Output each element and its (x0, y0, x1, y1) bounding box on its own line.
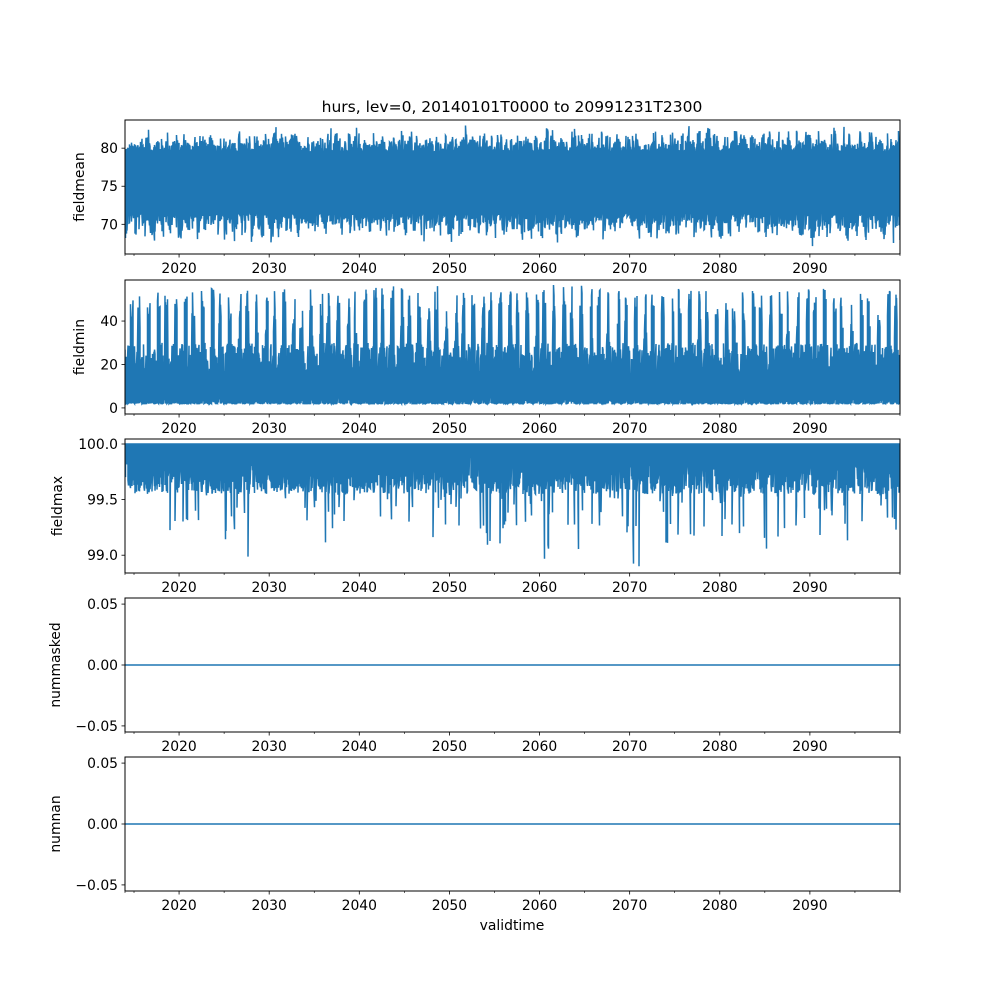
y-tick-label: 99.0 (87, 548, 118, 564)
y-axis-label: fieldmean (72, 152, 88, 221)
x-tick-label: 2080 (702, 421, 737, 437)
x-tick-label: 2090 (792, 421, 827, 437)
y-tick-label: 80 (100, 141, 118, 157)
y-tick-label: 40 (100, 314, 118, 330)
series-line-fieldmin (125, 284, 900, 407)
subplot-nummasked: −0.05 0.00 0.05 nummasked 2020 2030 2040 2050 20… (48, 597, 901, 755)
x-tick-label: 2050 (432, 739, 467, 755)
x-tick-label: 2090 (792, 261, 827, 277)
y-tick-label: −0.05 (75, 719, 118, 735)
y-tick-label: 99.5 (87, 493, 118, 509)
y-axis-label: fieldmin (72, 319, 88, 375)
y-tick-label: 0.05 (87, 756, 118, 772)
x-tick-label: 2030 (252, 421, 287, 437)
y-tick-label: 70 (100, 217, 118, 233)
x-tick-label: 2090 (792, 898, 827, 914)
x-tick-label: 2040 (342, 261, 377, 277)
x-tick-label: 2070 (612, 580, 647, 596)
x-tick-label: 2020 (161, 261, 196, 277)
x-tick-label: 2070 (612, 261, 647, 277)
x-tick-label: 2040 (342, 739, 377, 755)
x-tick-label: 2060 (522, 739, 557, 755)
y-axis-label: numnan (48, 795, 64, 852)
y-tick-label: −0.05 (75, 878, 118, 894)
x-tick-label: 2060 (522, 421, 557, 437)
x-tick-label: 2050 (432, 421, 467, 437)
x-tick-label: 2040 (342, 898, 377, 914)
x-tick-label: 2030 (252, 580, 287, 596)
series-line-fieldmean (125, 125, 900, 247)
axes-frame (124, 279, 901, 415)
x-tick-label: 2040 (342, 580, 377, 596)
x-tick-label: 2030 (252, 261, 287, 277)
x-tick-label: 2060 (522, 580, 557, 596)
x-tick-label: 2090 (792, 739, 827, 755)
x-tick-label: 2060 (522, 898, 557, 914)
y-tick-label: 0.00 (87, 658, 118, 674)
x-tick-label: 2050 (432, 898, 467, 914)
subplot-fieldmean: 70 75 80 fieldmean 2020 2030 2040 2050 2060 2070 2… (72, 119, 901, 277)
chart-title: hurs, lev=0, 20140101T0000 to 20991231T2… (322, 98, 703, 116)
axes-frame (124, 438, 901, 574)
x-tick-label: 2070 (612, 421, 647, 437)
x-tick-label: 2050 (432, 261, 467, 277)
x-tick-label: 2080 (702, 739, 737, 755)
series-line-fieldmax (125, 443, 900, 567)
x-tick-label: 2070 (612, 898, 647, 914)
subplot-numnan: −0.05 0.00 0.05 numnan 2020 2030 2040 2050 2060 2… (48, 756, 901, 914)
x-axis-label: validtime (480, 918, 545, 934)
x-tick-label: 2020 (161, 898, 196, 914)
x-tick-label: 2030 (252, 898, 287, 914)
x-tick-label: 2040 (342, 421, 377, 437)
x-tick-label: 2020 (161, 421, 196, 437)
y-tick-label: 0.00 (87, 817, 118, 833)
x-tick-label: 2080 (702, 580, 737, 596)
y-tick-label: 0.05 (87, 597, 118, 613)
axes-frame (124, 119, 901, 255)
x-tick-label: 2030 (252, 739, 287, 755)
subplot-fieldmax: 99.0 99.5 100.0 fieldmax 2020 2030 2040 2050 206… (50, 437, 901, 596)
x-tick-label: 2080 (702, 261, 737, 277)
x-tick-label: 2090 (792, 580, 827, 596)
x-tick-label: 2060 (522, 261, 557, 277)
x-tick-label: 2070 (612, 739, 647, 755)
y-axis-label: nummasked (48, 622, 64, 707)
y-tick-label: 20 (100, 357, 118, 373)
y-tick-label: 0 (109, 401, 118, 417)
x-tick-label: 2020 (161, 580, 196, 596)
y-tick-label: 75 (100, 179, 118, 195)
x-tick-label: 2080 (702, 898, 737, 914)
y-axis-label: fieldmax (50, 476, 66, 536)
x-tick-label: 2020 (161, 739, 196, 755)
y-tick-label: 100.0 (78, 437, 118, 453)
x-tick-label: 2050 (432, 580, 467, 596)
